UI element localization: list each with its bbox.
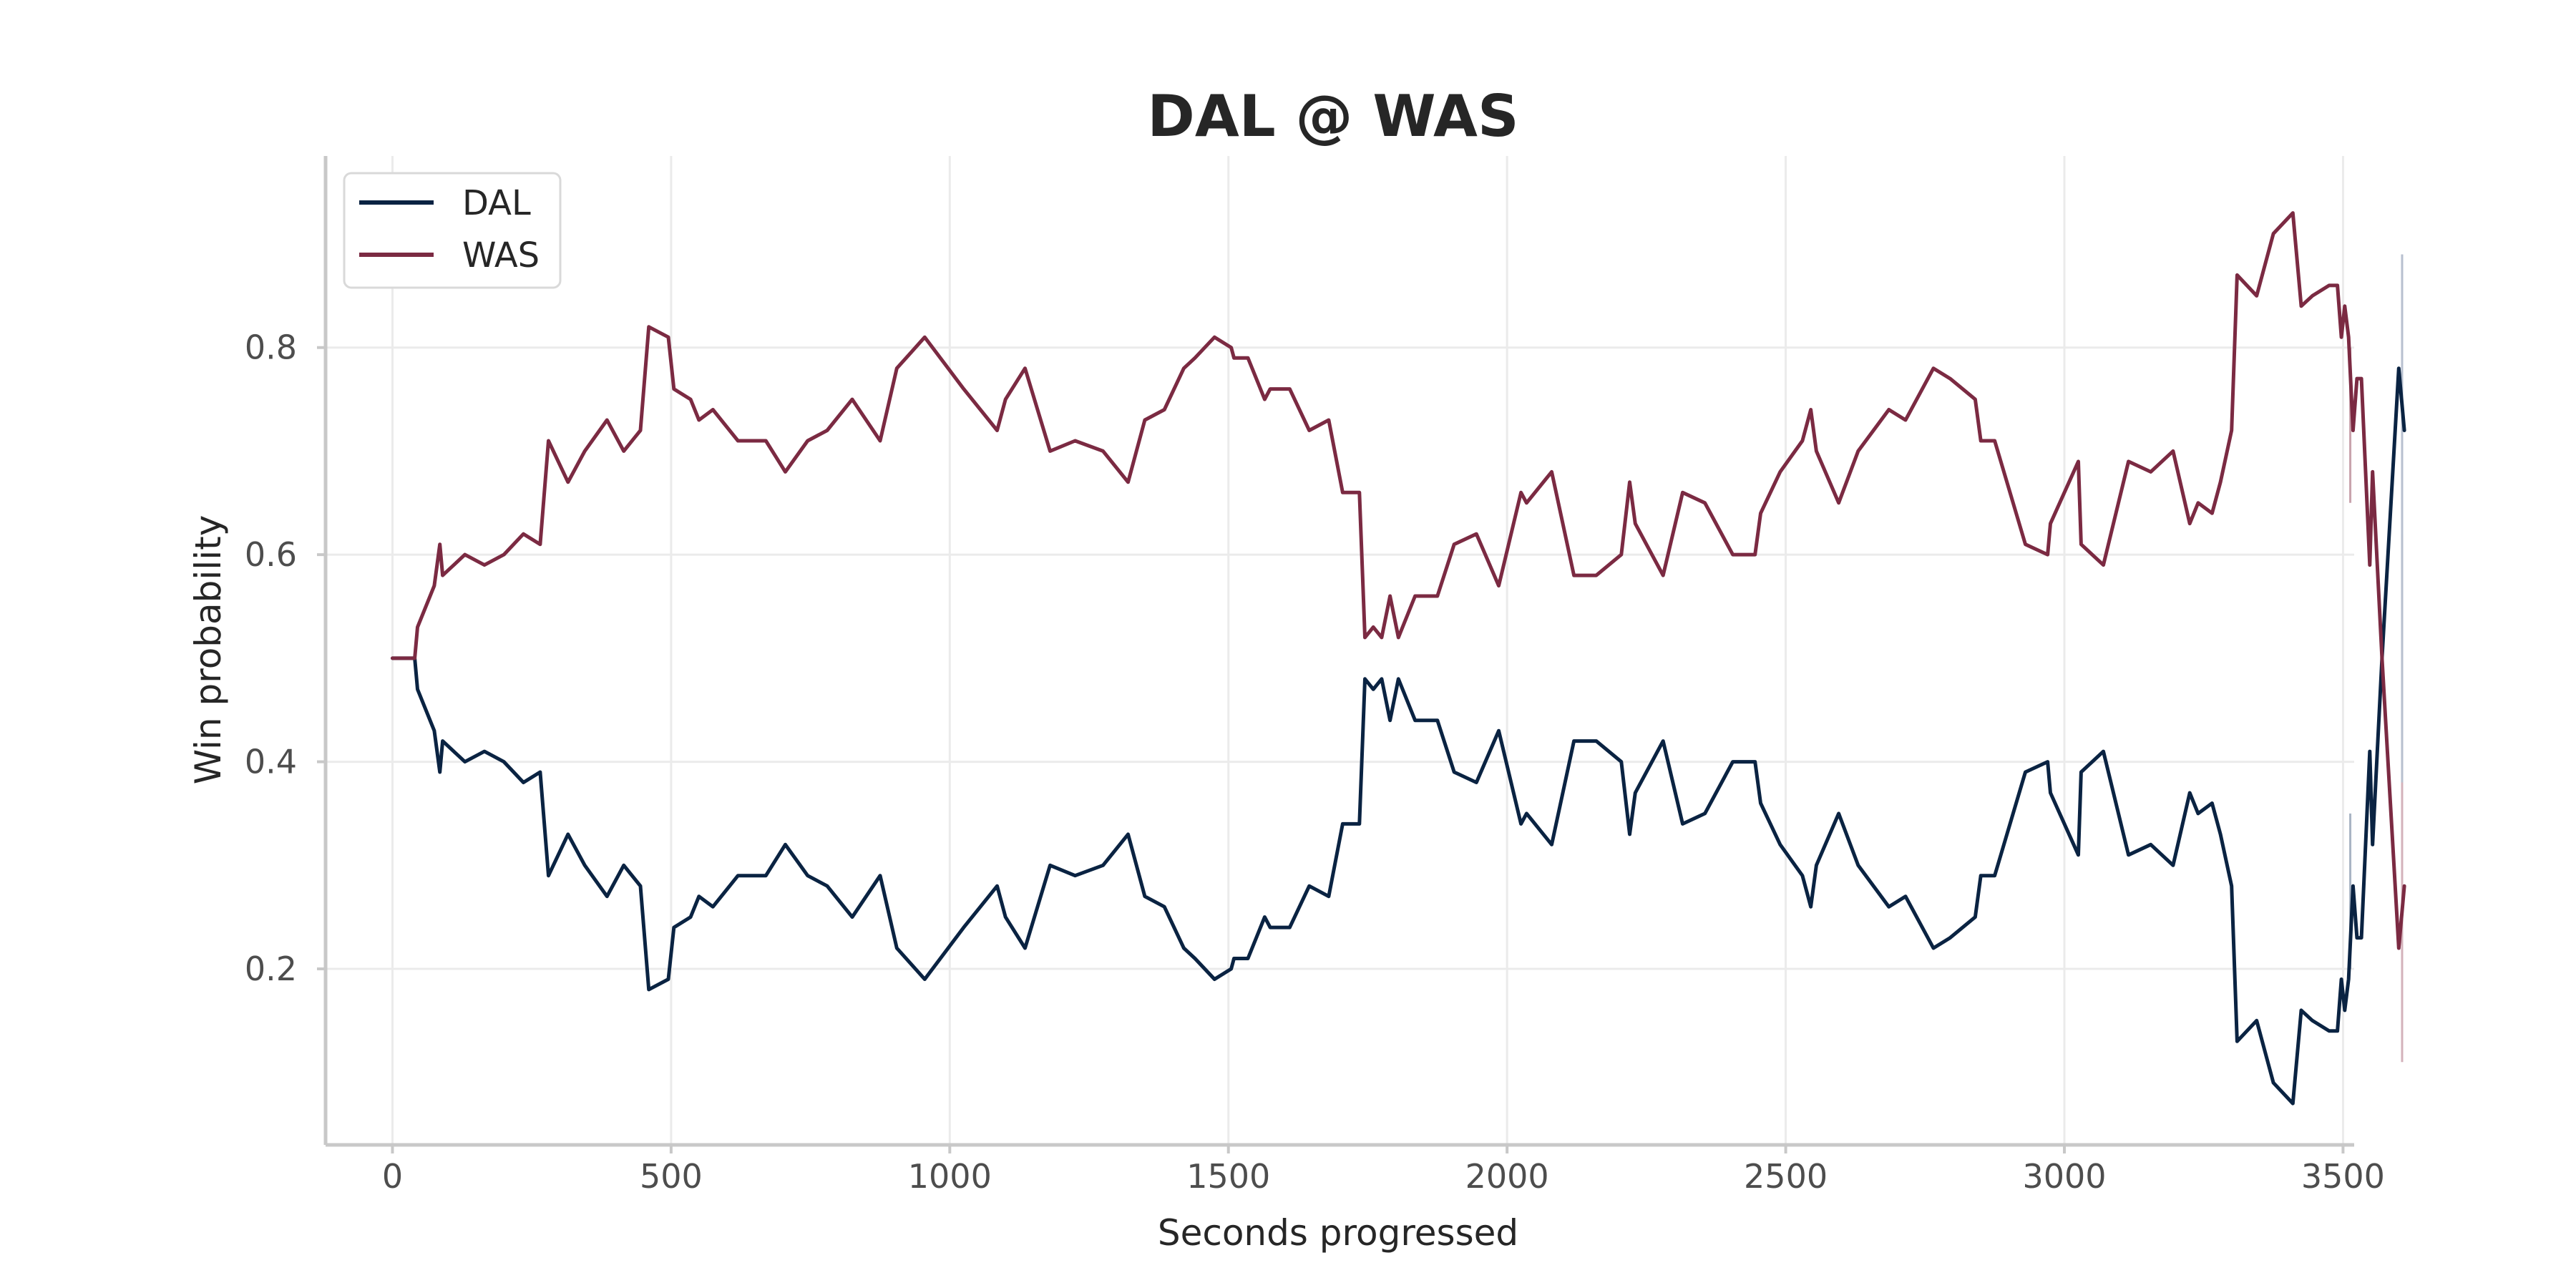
series-line-dal [391, 366, 2406, 1106]
y-tick-label: 0.4 [245, 743, 297, 781]
legend-label-was: WAS [462, 235, 540, 275]
x-tick-label: 500 [640, 1157, 703, 1196]
x-tick-label: 1000 [908, 1157, 992, 1196]
chart-title: DAL @ WAS [1147, 83, 1518, 150]
x-tick-label: 0 [382, 1157, 403, 1196]
legend: DAL WAS [343, 172, 562, 289]
x-tick-label: 2500 [1744, 1157, 1828, 1196]
x-tick-label: 1500 [1186, 1157, 1270, 1196]
grid-lines [326, 156, 2354, 1145]
y-tick-label: 0.2 [245, 950, 297, 988]
x-tick-label: 2000 [1465, 1157, 1549, 1196]
series-lines [391, 211, 2406, 1106]
series-line-was [391, 211, 2406, 950]
legend-label-dal: DAL [462, 183, 531, 223]
y-axis-label: Win probability [187, 515, 229, 785]
faint-spikes [2349, 254, 2404, 1063]
x-axis-ticks: 0 500 1000 1500 2000 2500 3000 3500 [382, 1145, 2385, 1196]
x-axis-label: Seconds progressed [1158, 1212, 1518, 1254]
y-axis-ticks: 0.2 0.4 0.6 0.8 [245, 328, 326, 988]
y-tick-label: 0.8 [245, 328, 297, 367]
x-tick-label: 3500 [2301, 1157, 2385, 1196]
x-tick-label: 3000 [2022, 1157, 2106, 1196]
y-tick-label: 0.6 [245, 535, 297, 574]
